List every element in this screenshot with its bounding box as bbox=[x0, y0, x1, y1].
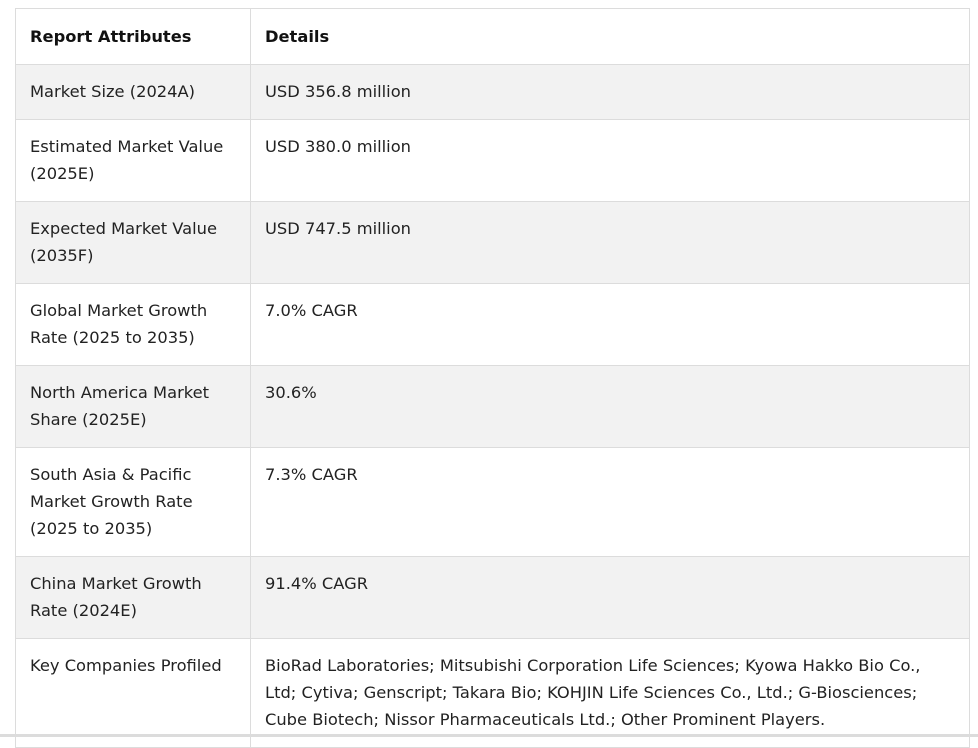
table-row: Expected Market Value (2035F) USD 747.5 … bbox=[15, 201, 970, 284]
header-details: Details bbox=[250, 8, 970, 65]
details-cell: 7.3% CAGR bbox=[250, 447, 970, 557]
attribute-cell: Estimated Market Value (2025E) bbox=[15, 119, 251, 202]
table-row: Global Market Growth Rate (2025 to 2035)… bbox=[15, 283, 970, 366]
table-row: Estimated Market Value (2025E) USD 380.0… bbox=[15, 119, 970, 202]
attribute-cell: Market Size (2024A) bbox=[15, 64, 251, 120]
report-attributes-table: Report Attributes Details Market Size (2… bbox=[15, 8, 970, 748]
header-report-attributes: Report Attributes bbox=[15, 8, 251, 65]
details-cell: BioRad Laboratories; Mitsubishi Corporat… bbox=[250, 638, 970, 748]
attribute-cell: Expected Market Value (2035F) bbox=[15, 201, 251, 284]
horizontal-scrollbar-edge bbox=[0, 734, 978, 737]
table-header-row: Report Attributes Details bbox=[15, 8, 970, 65]
details-cell: 7.0% CAGR bbox=[250, 283, 970, 366]
table-row: Key Companies Profiled BioRad Laboratori… bbox=[15, 638, 970, 748]
attribute-cell: China Market Growth Rate (2024E) bbox=[15, 556, 251, 639]
table-row: China Market Growth Rate (2024E) 91.4% C… bbox=[15, 556, 970, 639]
details-cell: USD 380.0 million bbox=[250, 119, 970, 202]
details-cell: 91.4% CAGR bbox=[250, 556, 970, 639]
details-cell: 30.6% bbox=[250, 365, 970, 448]
attribute-cell: Key Companies Profiled bbox=[15, 638, 251, 748]
attribute-cell: Global Market Growth Rate (2025 to 2035) bbox=[15, 283, 251, 366]
report-attributes-table-container: Report Attributes Details Market Size (2… bbox=[15, 8, 970, 748]
attribute-cell: North America Market Share (2025E) bbox=[15, 365, 251, 448]
table-row: North America Market Share (2025E) 30.6% bbox=[15, 365, 970, 448]
table-row: Market Size (2024A) USD 356.8 million bbox=[15, 64, 970, 120]
table-row: South Asia & Pacific Market Growth Rate … bbox=[15, 447, 970, 557]
details-cell: USD 356.8 million bbox=[250, 64, 970, 120]
details-cell: USD 747.5 million bbox=[250, 201, 970, 284]
attribute-cell: South Asia & Pacific Market Growth Rate … bbox=[15, 447, 251, 557]
